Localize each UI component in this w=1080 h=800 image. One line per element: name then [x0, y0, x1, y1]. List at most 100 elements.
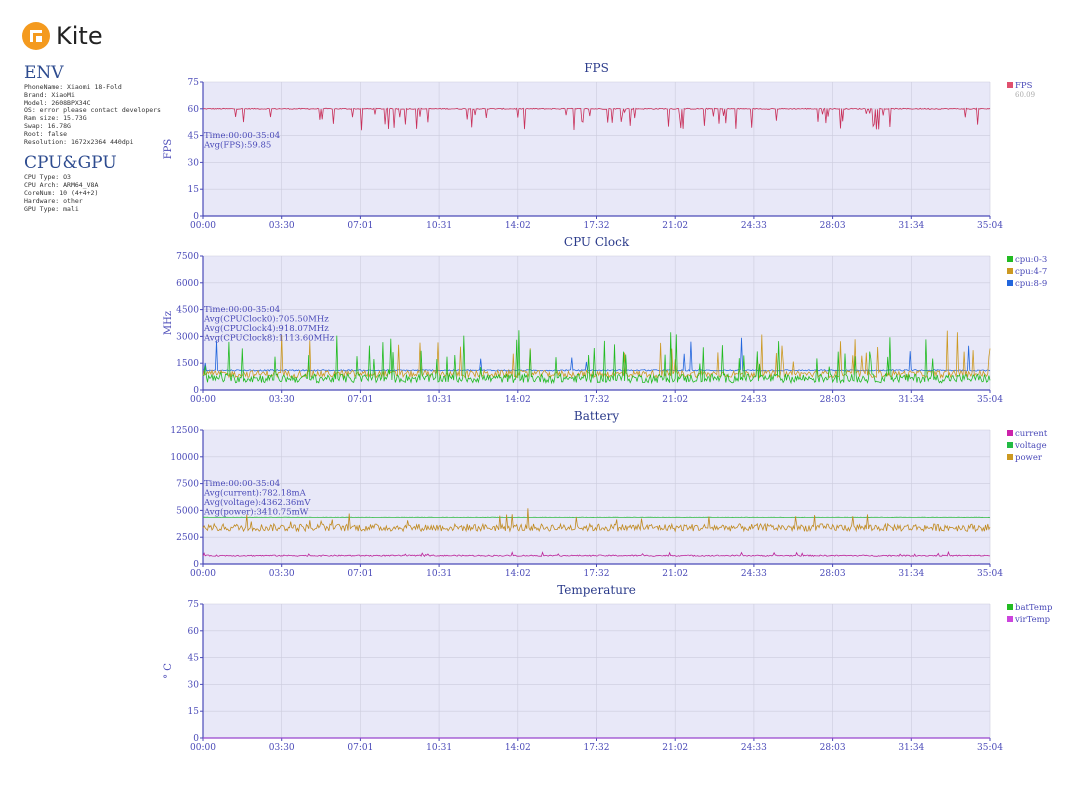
- chart-annotation: Avg(power):3410.75mW: [203, 507, 309, 518]
- env-line: Swap: 16.78G: [24, 121, 71, 130]
- legend-swatch[interactable]: [1007, 454, 1013, 460]
- env-title: ENV: [24, 63, 64, 83]
- legend-label[interactable]: power: [1015, 453, 1043, 463]
- legend-swatch[interactable]: [1007, 616, 1013, 622]
- x-tick-label: 00:00: [190, 743, 216, 753]
- series-line-current: [202, 550, 990, 557]
- x-tick-label: 10:31: [426, 569, 452, 579]
- x-tick-label: 21:02: [662, 743, 688, 753]
- y-tick-label: 0: [193, 212, 199, 222]
- app-name: Kite: [56, 22, 103, 50]
- x-tick-label: 00:00: [190, 221, 216, 231]
- y-tick-label: 75: [188, 78, 200, 88]
- kite-logo-icon: [22, 22, 50, 50]
- y-tick-label: 30: [188, 680, 200, 690]
- chart-title: CPU Clock: [564, 235, 630, 249]
- x-tick-label: 28:03: [820, 569, 846, 579]
- x-tick-label: 17:32: [584, 743, 610, 753]
- x-tick-label: 14:02: [505, 395, 531, 405]
- x-tick-label: 28:03: [820, 743, 846, 753]
- y-tick-label: 60: [188, 627, 200, 637]
- env-lines: PhoneName: Xiaomi 18-Fold Brand: XiaoMi Mo…: [24, 83, 174, 146]
- x-tick-label: 03:30: [269, 743, 295, 753]
- y-tick-label: 7500: [176, 480, 199, 490]
- x-tick-label: 10:31: [426, 395, 452, 405]
- legend-label[interactable]: virTemp: [1014, 615, 1051, 625]
- x-tick-label: 17:32: [584, 569, 610, 579]
- x-tick-label: 35:04: [977, 395, 1003, 405]
- y-tick-label: 1500: [176, 359, 199, 369]
- x-tick-label: 17:32: [584, 395, 610, 405]
- x-tick-label: 03:30: [269, 395, 295, 405]
- cpugpu-lines: CPU Type: O3 CPU Arch: ARM64_V8A CoreNum: …: [24, 174, 174, 213]
- chart-title: Temperature: [557, 583, 636, 597]
- x-tick-label: 28:03: [820, 221, 846, 231]
- env-line: Ram size: 15.73G: [24, 114, 87, 123]
- x-tick-label: 31:34: [898, 569, 924, 579]
- chart-annotation: Avg(voltage):4362.36mV: [203, 497, 311, 508]
- device-info-panel: ENV PhoneName: Xiaomi 18-Fold Brand: Xiao…: [24, 62, 174, 213]
- x-tick-label: 14:02: [505, 221, 531, 231]
- x-tick-label: 10:31: [426, 221, 452, 231]
- y-tick-label: 0: [193, 386, 199, 396]
- x-tick-label: 35:04: [977, 221, 1003, 231]
- env-line: PhoneName: Xiaomi 18-Fold: [24, 83, 122, 91]
- env-line: OS: error please contact developers: [24, 106, 161, 115]
- chart-2: Battery 0 2500 5000 7500 10000 12500 00:00 03:30…: [170, 409, 1048, 579]
- y-tick-label: 5000: [176, 506, 199, 516]
- legend-swatch[interactable]: [1007, 280, 1013, 286]
- series-line-cpu-8-9: [202, 337, 991, 372]
- x-tick-label: 14:02: [505, 743, 531, 753]
- legend-swatch[interactable]: [1007, 268, 1013, 274]
- x-tick-label: 14:02: [505, 569, 531, 579]
- legend-label[interactable]: cpu:4-7: [1015, 267, 1047, 277]
- y-axis-label: MHz: [163, 311, 174, 335]
- legend-swatch[interactable]: [1007, 256, 1013, 262]
- chart-1: CPU Clock 0 1500 3000 4500 6000 7500 00:00 03:30…: [163, 235, 1047, 405]
- env-line: Root: false: [24, 129, 68, 138]
- chart-title: FPS: [584, 61, 609, 75]
- x-tick-label: 21:02: [662, 221, 688, 231]
- chart-annotation: Avg(current):782.18mA: [203, 488, 307, 499]
- x-tick-label: 17:32: [584, 221, 610, 231]
- chart-annotation: Time:00:00-35:04: [204, 131, 280, 141]
- x-tick-label: 24:33: [741, 743, 767, 753]
- x-tick-label: 03:30: [269, 569, 295, 579]
- y-tick-label: 2500: [176, 533, 199, 543]
- y-tick-label: 45: [188, 654, 200, 664]
- legend-label[interactable]: voltage: [1014, 441, 1047, 451]
- x-tick-label: 24:33: [741, 395, 767, 405]
- legend-swatch[interactable]: [1007, 82, 1013, 88]
- series-line-cpu-0-3: [202, 330, 991, 385]
- cpugpu-line: Hardware: other: [24, 196, 83, 205]
- env-line: Brand: XiaoMi: [24, 90, 75, 99]
- chart-3: Temperature 0 15 30 45 60 75 00:00 03:30 07:01 10:…: [163, 583, 1053, 753]
- x-tick-label: 24:33: [741, 569, 767, 579]
- x-tick-label: 03:30: [269, 221, 295, 231]
- chart-title: Battery: [574, 409, 619, 423]
- x-tick-label: 00:00: [190, 569, 216, 579]
- chart-0: FPS 0 15 30 45 60 75 00:00 03:30 07:01 10:31 14:02 1…: [163, 61, 1035, 231]
- legend-swatch[interactable]: [1007, 430, 1013, 436]
- legend-label[interactable]: batTemp: [1015, 603, 1053, 613]
- legend-label[interactable]: current: [1015, 429, 1048, 439]
- legend-swatch[interactable]: [1007, 442, 1013, 448]
- legend-swatch[interactable]: [1007, 604, 1013, 610]
- x-tick-label: 10:31: [426, 743, 452, 753]
- env-line: Model: 2608BPX34C: [24, 98, 91, 107]
- x-tick-label: 07:01: [347, 743, 373, 753]
- x-tick-label: 35:04: [977, 569, 1003, 579]
- cpugpu-line: GPU Type: mali: [24, 204, 79, 213]
- y-tick-label: 6000: [176, 279, 199, 289]
- legend-label[interactable]: cpu:0-3: [1015, 255, 1047, 265]
- series-line-fps: [202, 107, 991, 131]
- y-tick-label: 45: [188, 132, 200, 142]
- y-axis-label: FPS: [163, 139, 174, 160]
- cpugpu-line: CoreNum: 10 (4+4+2): [24, 188, 99, 197]
- kite-logo: Kite: [22, 22, 103, 50]
- legend-label[interactable]: FPS: [1015, 81, 1033, 91]
- legend-subvalue: 60.09: [1015, 91, 1035, 99]
- x-tick-label: 24:33: [741, 221, 767, 231]
- chart-annotation: Avg(FPS):59.85: [203, 140, 271, 151]
- legend-label[interactable]: cpu:8-9: [1015, 279, 1047, 289]
